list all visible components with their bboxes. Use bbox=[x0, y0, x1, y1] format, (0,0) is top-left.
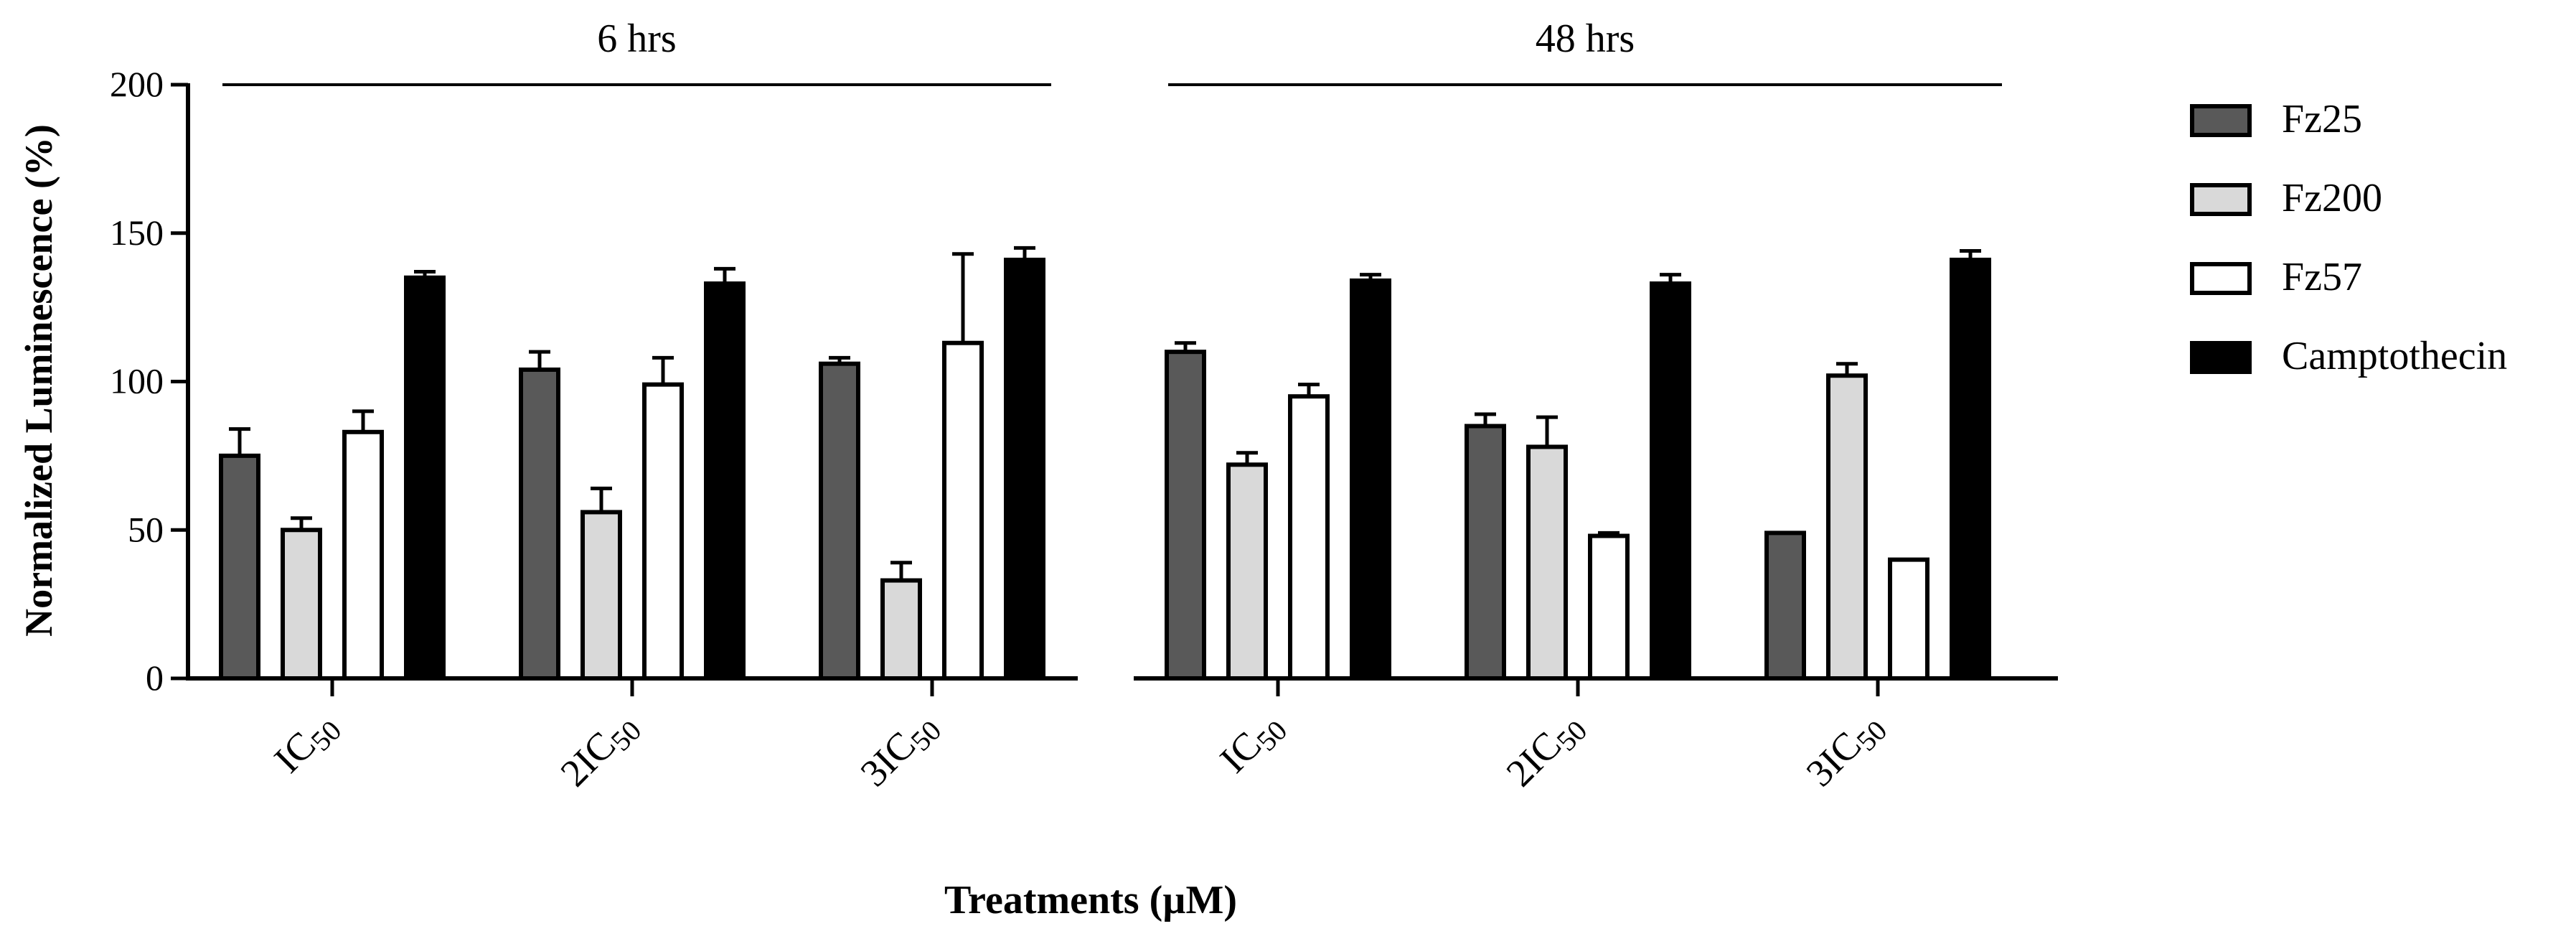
bar-0-2-fz200 bbox=[880, 578, 922, 681]
bar-1-1-camptothecin bbox=[1650, 281, 1691, 681]
bar-1-0-fz25 bbox=[1165, 350, 1206, 681]
y-tick-label-200: 200 bbox=[110, 64, 164, 104]
bar-0-1-fz200 bbox=[580, 510, 622, 681]
bar-1-2-fz25 bbox=[1764, 531, 1806, 681]
x-tick-label-1-2: 3IC50 bbox=[1797, 703, 1893, 798]
legend-label-fz57: Fz57 bbox=[2282, 255, 2362, 299]
bar-0-0-fz57 bbox=[342, 429, 384, 681]
bar-1-2-fz57 bbox=[1888, 557, 1929, 681]
bar-0-1-fz57 bbox=[642, 382, 684, 681]
bar-1-1-fz200 bbox=[1526, 444, 1568, 681]
bar-0-2-camptothecin bbox=[1004, 257, 1045, 681]
legend: Fz25 Fz200 Fz57 Camptothecin bbox=[2190, 97, 2507, 378]
bar-1-0-fz200 bbox=[1226, 462, 1268, 681]
bar-1-0-camptothecin bbox=[1350, 278, 1391, 681]
y-axis-title: Normalized Luminescence (%) bbox=[17, 124, 60, 637]
legend-swatch-fz57 bbox=[2190, 262, 2252, 295]
bars-layer bbox=[219, 246, 1991, 681]
x-tick-label-1-1: 2IC50 bbox=[1498, 703, 1593, 798]
bar-1-2-camptothecin bbox=[1950, 257, 1991, 681]
y-tick-label-50: 50 bbox=[128, 509, 164, 549]
legend-swatch-fz200 bbox=[2190, 183, 2252, 216]
bar-1-0-fz57 bbox=[1288, 394, 1330, 681]
y-tick-label-0: 0 bbox=[146, 658, 164, 698]
x-axis-title: Treatments (µM) bbox=[944, 878, 1237, 922]
x-tick-label-0-0: IC50 bbox=[266, 703, 348, 785]
y-tick-label-150: 150 bbox=[110, 212, 164, 253]
bar-1-1-fz57 bbox=[1588, 533, 1630, 681]
panel-title-1: 48 hrs bbox=[1536, 17, 1635, 61]
bar-0-1-fz25 bbox=[519, 367, 560, 681]
panel-title-0: 6 hrs bbox=[597, 17, 676, 61]
x-tick-label-0-1: 2IC50 bbox=[552, 703, 647, 798]
bar-0-2-fz25 bbox=[819, 361, 860, 681]
bar-0-0-fz200 bbox=[281, 528, 322, 681]
bar-1-2-fz200 bbox=[1826, 373, 1868, 681]
y-tick-label-100: 100 bbox=[110, 361, 164, 401]
bar-0-2-fz57 bbox=[942, 340, 984, 681]
bar-0-1-camptothecin bbox=[704, 281, 746, 681]
legend-label-fz25: Fz25 bbox=[2282, 97, 2362, 141]
x-tick-label-1-0: IC50 bbox=[1212, 703, 1294, 785]
legend-label-fz200: Fz200 bbox=[2282, 176, 2382, 220]
legend-swatch-camptothecin bbox=[2190, 341, 2252, 374]
x-tick-label-0-2: 3IC50 bbox=[852, 703, 947, 798]
legend-label-camptothecin: Camptothecin bbox=[2282, 334, 2507, 378]
legend-swatch-fz25 bbox=[2190, 104, 2252, 137]
bar-1-1-fz25 bbox=[1465, 424, 1506, 681]
bar-0-0-camptothecin bbox=[404, 275, 446, 681]
bar-0-0-fz25 bbox=[219, 453, 260, 681]
